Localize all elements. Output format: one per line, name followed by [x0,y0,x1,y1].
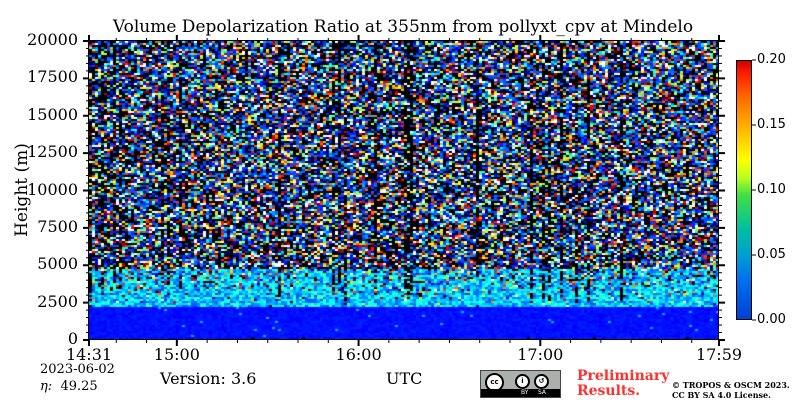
version-label: Version: 3.6 [160,369,257,388]
heatmap-canvas [89,41,719,340]
date-label: 2023-06-02 [40,362,115,377]
y-tick-label: 5000 [37,254,78,274]
x-tick-label: 14:31 [65,345,113,364]
colorbar-tick-label: 0.05 [757,247,786,262]
colorbar [736,60,752,320]
x-tick-label: 15:00 [153,345,200,364]
eta-symbol: η: [40,379,53,394]
y-tick-label: 0 [67,329,78,348]
colorbar-tick-label: 0.15 [757,117,786,132]
y-tick-label: 7500 [37,216,78,236]
chart-title: Volume Depolarization Ratio at 355nm fro… [112,17,694,37]
cc-license-badge: cc i ↺ BY SA [480,370,561,398]
x-tick-label: 16:00 [335,345,382,364]
colorbar-tick-label: 0.10 [757,182,786,197]
eta-label: η: 49.25 [40,379,98,394]
y-tick-label: 15000 [27,104,78,124]
sa-icon: ↺ [534,374,549,389]
y-tick-label: 2500 [37,291,78,311]
copyright-line-1: © TROPOS & OSCM 2023. [672,380,790,390]
preliminary-results-note: Preliminary Results. [577,368,670,399]
x-tick-label: 17:59 [695,345,743,364]
license-strip: BY SA [481,389,560,397]
x-tick-label: 17:00 [517,345,564,364]
by-icon: i [515,374,530,389]
y-tick-label: 10000 [27,179,78,199]
y-tick-label: 12500 [27,142,78,162]
colorbar-tick-label: 0.20 [757,52,786,67]
eta-value: 49.25 [60,379,98,394]
colorbar-tick-label: 0.00 [757,312,786,327]
y-tick-label: 17500 [27,67,78,87]
y-tick-label: 20000 [27,30,78,49]
copyright-line-2: CC BY SA 4.0 License. [672,390,771,400]
x-axis-label: UTC [386,369,423,388]
